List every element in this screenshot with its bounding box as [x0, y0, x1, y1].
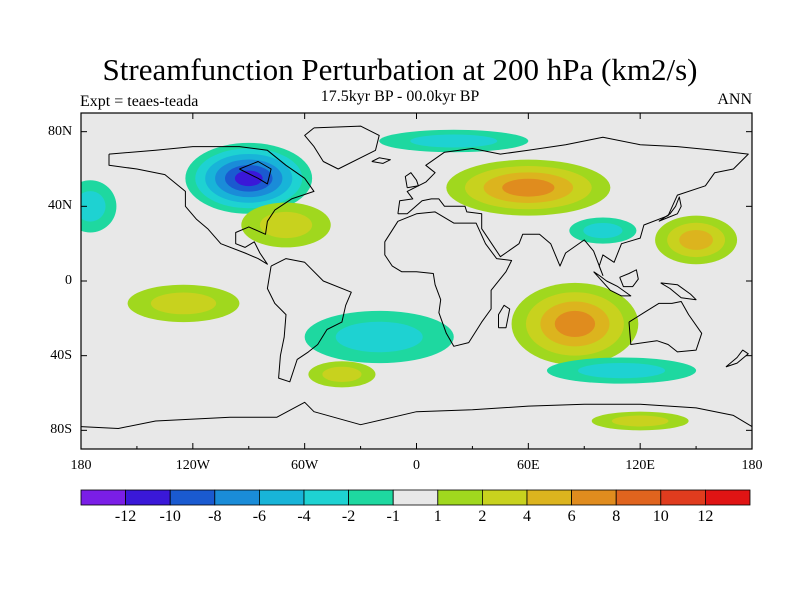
colorbar-label: -1 — [386, 508, 400, 525]
chart-subtitle: 17.5kyr BP - 00.0kyr BP — [320, 88, 480, 105]
x-tick-label: 180 — [70, 458, 92, 473]
colorbar-label: 4 — [523, 508, 531, 525]
colorbar-label: -6 — [252, 508, 267, 525]
colorbar-swatch-2 — [169, 489, 216, 506]
colorbar-swatch-1 — [125, 489, 171, 506]
y-tick-label: 40N — [48, 198, 73, 214]
coastline-australia — [628, 301, 703, 353]
experiment-label: Expt = teaes-teada — [80, 93, 199, 110]
colorbar-label: -8 — [208, 508, 222, 525]
coastline-japan — [658, 196, 682, 222]
y-tick-label: 80N — [48, 123, 73, 139]
contour-fill-north-america-low-5 — [234, 170, 263, 187]
contour-fill-southern-ocean-low-1 — [578, 362, 666, 379]
coastline-africa — [384, 211, 513, 347]
coastline-greenland — [304, 125, 380, 170]
colorbar-swatch-14 — [705, 489, 751, 506]
colorbar-swatch-7 — [392, 489, 439, 506]
coastline-borneo — [619, 269, 639, 288]
colorbar-label: 1 — [433, 508, 442, 525]
coastline-north-america — [108, 146, 315, 265]
chart-title: Streamfunction Perturbation at 200 hPa (… — [102, 52, 698, 87]
season-label: ANN — [717, 91, 752, 108]
colorbar-swatch-12 — [615, 489, 662, 506]
colorbar-label: -12 — [114, 508, 137, 525]
coastline-hudson-bay — [239, 161, 272, 185]
contour-fill-west-pacific-high-2 — [679, 229, 713, 250]
y-tick-label: 40S — [50, 347, 72, 363]
colorbar-label: -10 — [159, 508, 181, 525]
x-tick-label: 60W — [291, 458, 319, 473]
colorbar-label: 8 — [612, 508, 621, 525]
contour-fill-south-atlantic-high-1 — [322, 366, 362, 382]
coastline-antarctica — [81, 401, 752, 429]
contour-fill-arctic-low-1 — [410, 134, 498, 148]
x-tick-label: 180 — [741, 458, 763, 473]
coastline-iceland — [371, 157, 391, 164]
colorbar-label: -4 — [297, 508, 311, 525]
contour-fill-eurasia-high-3 — [502, 178, 555, 197]
coastline-british-isles — [404, 172, 419, 189]
contour-fill-north-atlantic-high-1 — [259, 211, 313, 239]
x-tick-label: 120W — [175, 458, 210, 473]
y-tick-label: 80S — [50, 422, 72, 438]
coastline-south-america — [266, 258, 352, 383]
colorbar-swatch-0 — [80, 489, 126, 506]
colorbar-label: 2 — [478, 508, 487, 525]
colorbar-swatch-5 — [303, 489, 349, 506]
colorbar-swatch-9 — [481, 489, 528, 506]
coastline-eurasia — [397, 136, 749, 276]
colorbar-swatch-4 — [258, 489, 305, 506]
colorbar-label: 10 — [652, 508, 669, 525]
x-tick-label: 120E — [625, 458, 655, 473]
contour-fill-south-pacific-high-1 — [150, 292, 217, 315]
colorbar-swatch-13 — [660, 489, 706, 506]
colorbar-label: 12 — [697, 508, 714, 525]
contour-fill-tibet-low-1 — [583, 222, 623, 239]
y-tick-label: 0 — [65, 273, 72, 288]
coastline-madagascar — [498, 304, 511, 329]
coastline-indonesia — [593, 271, 632, 297]
field-background — [81, 113, 752, 449]
coastline-new-zealand — [725, 349, 749, 368]
colorbar-label: -2 — [341, 508, 356, 525]
contour-fill-north-pacific-low-1 — [81, 191, 106, 222]
contour-fill-antarctic-high-1 — [611, 415, 669, 427]
x-tick-label: 0 — [413, 458, 420, 473]
colorbar-swatch-11 — [571, 489, 617, 506]
coastline-new-guinea — [660, 282, 697, 301]
colorbar-swatch-3 — [214, 489, 260, 506]
colorbar-swatch-6 — [348, 489, 394, 506]
contour-fill-south-america-low-1 — [335, 321, 423, 353]
contour-fill-indian-ocean-high-3 — [554, 310, 596, 337]
colorbar-swatch-8 — [437, 489, 483, 506]
colorbar-swatch-10 — [526, 489, 572, 506]
colorbar-label: 6 — [567, 508, 576, 525]
x-tick-label: 60E — [517, 458, 540, 473]
